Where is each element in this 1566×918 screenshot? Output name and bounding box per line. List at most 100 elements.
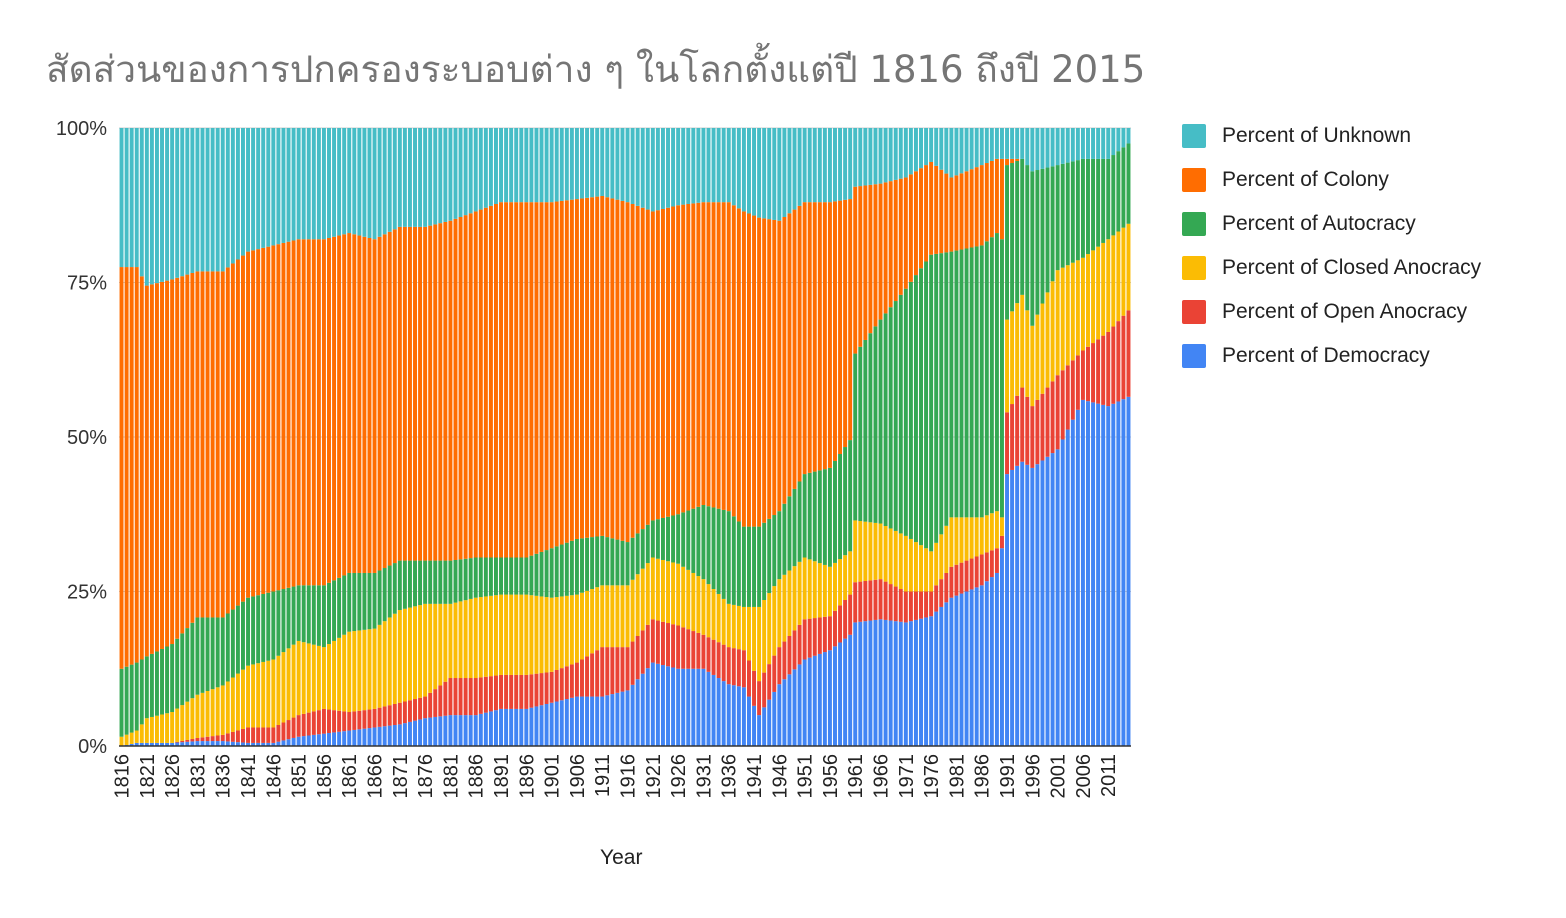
bar-segment	[488, 205, 493, 558]
bar-segment	[772, 586, 777, 656]
bar-segment	[402, 128, 407, 227]
bar-segment	[660, 517, 665, 560]
bar-segment	[423, 560, 428, 604]
bar-segment	[372, 628, 377, 709]
bar-segment	[721, 509, 726, 599]
bar-segment	[154, 283, 159, 652]
bar-segment	[716, 202, 721, 509]
bar-segment	[473, 715, 478, 746]
bar-segment	[327, 709, 331, 734]
bar-segment	[752, 215, 757, 527]
bar-segment	[686, 204, 691, 511]
bar-segment	[514, 594, 519, 675]
bar-segment	[1106, 239, 1111, 332]
bar-segment	[1040, 303, 1045, 394]
bar-segment	[827, 616, 832, 651]
bar-segment	[671, 667, 676, 746]
bar-segment	[1015, 158, 1020, 161]
bar-segment	[929, 551, 934, 592]
bar-segment	[407, 226, 412, 561]
bar-segment	[1106, 128, 1111, 159]
bar-segment	[473, 557, 478, 598]
bar-segment	[868, 333, 873, 523]
bar-segment	[747, 526, 751, 607]
bar-segment	[256, 742, 261, 746]
bar-segment	[600, 696, 605, 746]
bar-segment	[802, 128, 807, 203]
bar-segment	[134, 267, 139, 663]
bar-segment	[407, 721, 412, 746]
bar-segment	[903, 128, 908, 178]
bar-segment	[934, 165, 939, 254]
bar-segment	[200, 692, 205, 738]
bar-segment	[195, 737, 200, 742]
bar-segment	[615, 585, 620, 648]
bar-segment	[989, 577, 994, 746]
bar-segment	[1005, 128, 1010, 159]
bar-segment	[190, 738, 195, 742]
bar-segment	[306, 585, 311, 644]
bar-segment	[362, 236, 367, 573]
bar-segment	[241, 601, 245, 670]
bar-segment	[382, 234, 387, 569]
bar-segment	[1015, 465, 1020, 746]
bar-segment	[620, 647, 625, 692]
bar-segment	[397, 724, 402, 746]
bar-segment	[1116, 401, 1121, 746]
bar-segment	[149, 284, 154, 654]
bar-segment	[392, 703, 397, 725]
bar-segment	[610, 128, 615, 199]
bar-segment	[822, 564, 827, 617]
bar-segment	[1040, 168, 1045, 304]
bar-segment	[170, 742, 175, 746]
bar-segment	[332, 732, 337, 746]
legend-swatch	[1182, 344, 1206, 368]
bar-segment	[175, 742, 180, 746]
bar-segment	[645, 128, 650, 210]
bar-segment	[848, 634, 853, 746]
bar-segment	[321, 239, 326, 586]
bar-segment	[519, 708, 524, 746]
bar-segment	[822, 202, 827, 470]
bar-segment	[144, 742, 149, 746]
bar-segment	[1080, 128, 1085, 159]
bar-segment	[119, 128, 124, 268]
bar-segment	[939, 169, 944, 254]
bar-segment	[544, 550, 549, 598]
bar-segment	[215, 271, 220, 618]
bar-segment	[332, 580, 337, 641]
bar-segment	[630, 579, 635, 642]
bar-segment	[706, 671, 711, 746]
bar-segment	[1060, 128, 1065, 164]
bar-segment	[1050, 128, 1055, 167]
y-tick-label: 100%	[56, 118, 107, 140]
bar-segment	[655, 558, 660, 621]
bar-segment	[701, 579, 706, 635]
bar-segment	[994, 572, 999, 746]
bar-segment	[407, 700, 412, 722]
bar-segment	[549, 548, 554, 598]
bar-segment	[676, 514, 681, 564]
bar-segment	[640, 128, 645, 208]
bar-segment	[711, 128, 716, 203]
bar-segment	[478, 557, 483, 598]
bar-segment	[139, 659, 144, 725]
bar-segment	[337, 235, 342, 578]
bar-segment	[1116, 151, 1121, 232]
bar-segment	[524, 708, 529, 746]
bar-segment	[625, 585, 630, 648]
bar-segment	[716, 642, 721, 679]
bar-segment	[1015, 128, 1020, 159]
bar-segment	[984, 128, 989, 164]
bar-segment	[397, 702, 402, 725]
bar-segment	[387, 565, 392, 618]
bar-segment	[418, 128, 423, 227]
bar-segment	[1045, 292, 1050, 388]
bar-segment	[362, 128, 367, 237]
bar-segment	[241, 128, 245, 256]
bar-segment	[959, 593, 964, 746]
bar-segment	[1111, 128, 1116, 156]
bar-segment	[129, 664, 134, 733]
y-tick-label: 25%	[67, 582, 107, 604]
x-tick-label: 1891	[491, 754, 513, 799]
